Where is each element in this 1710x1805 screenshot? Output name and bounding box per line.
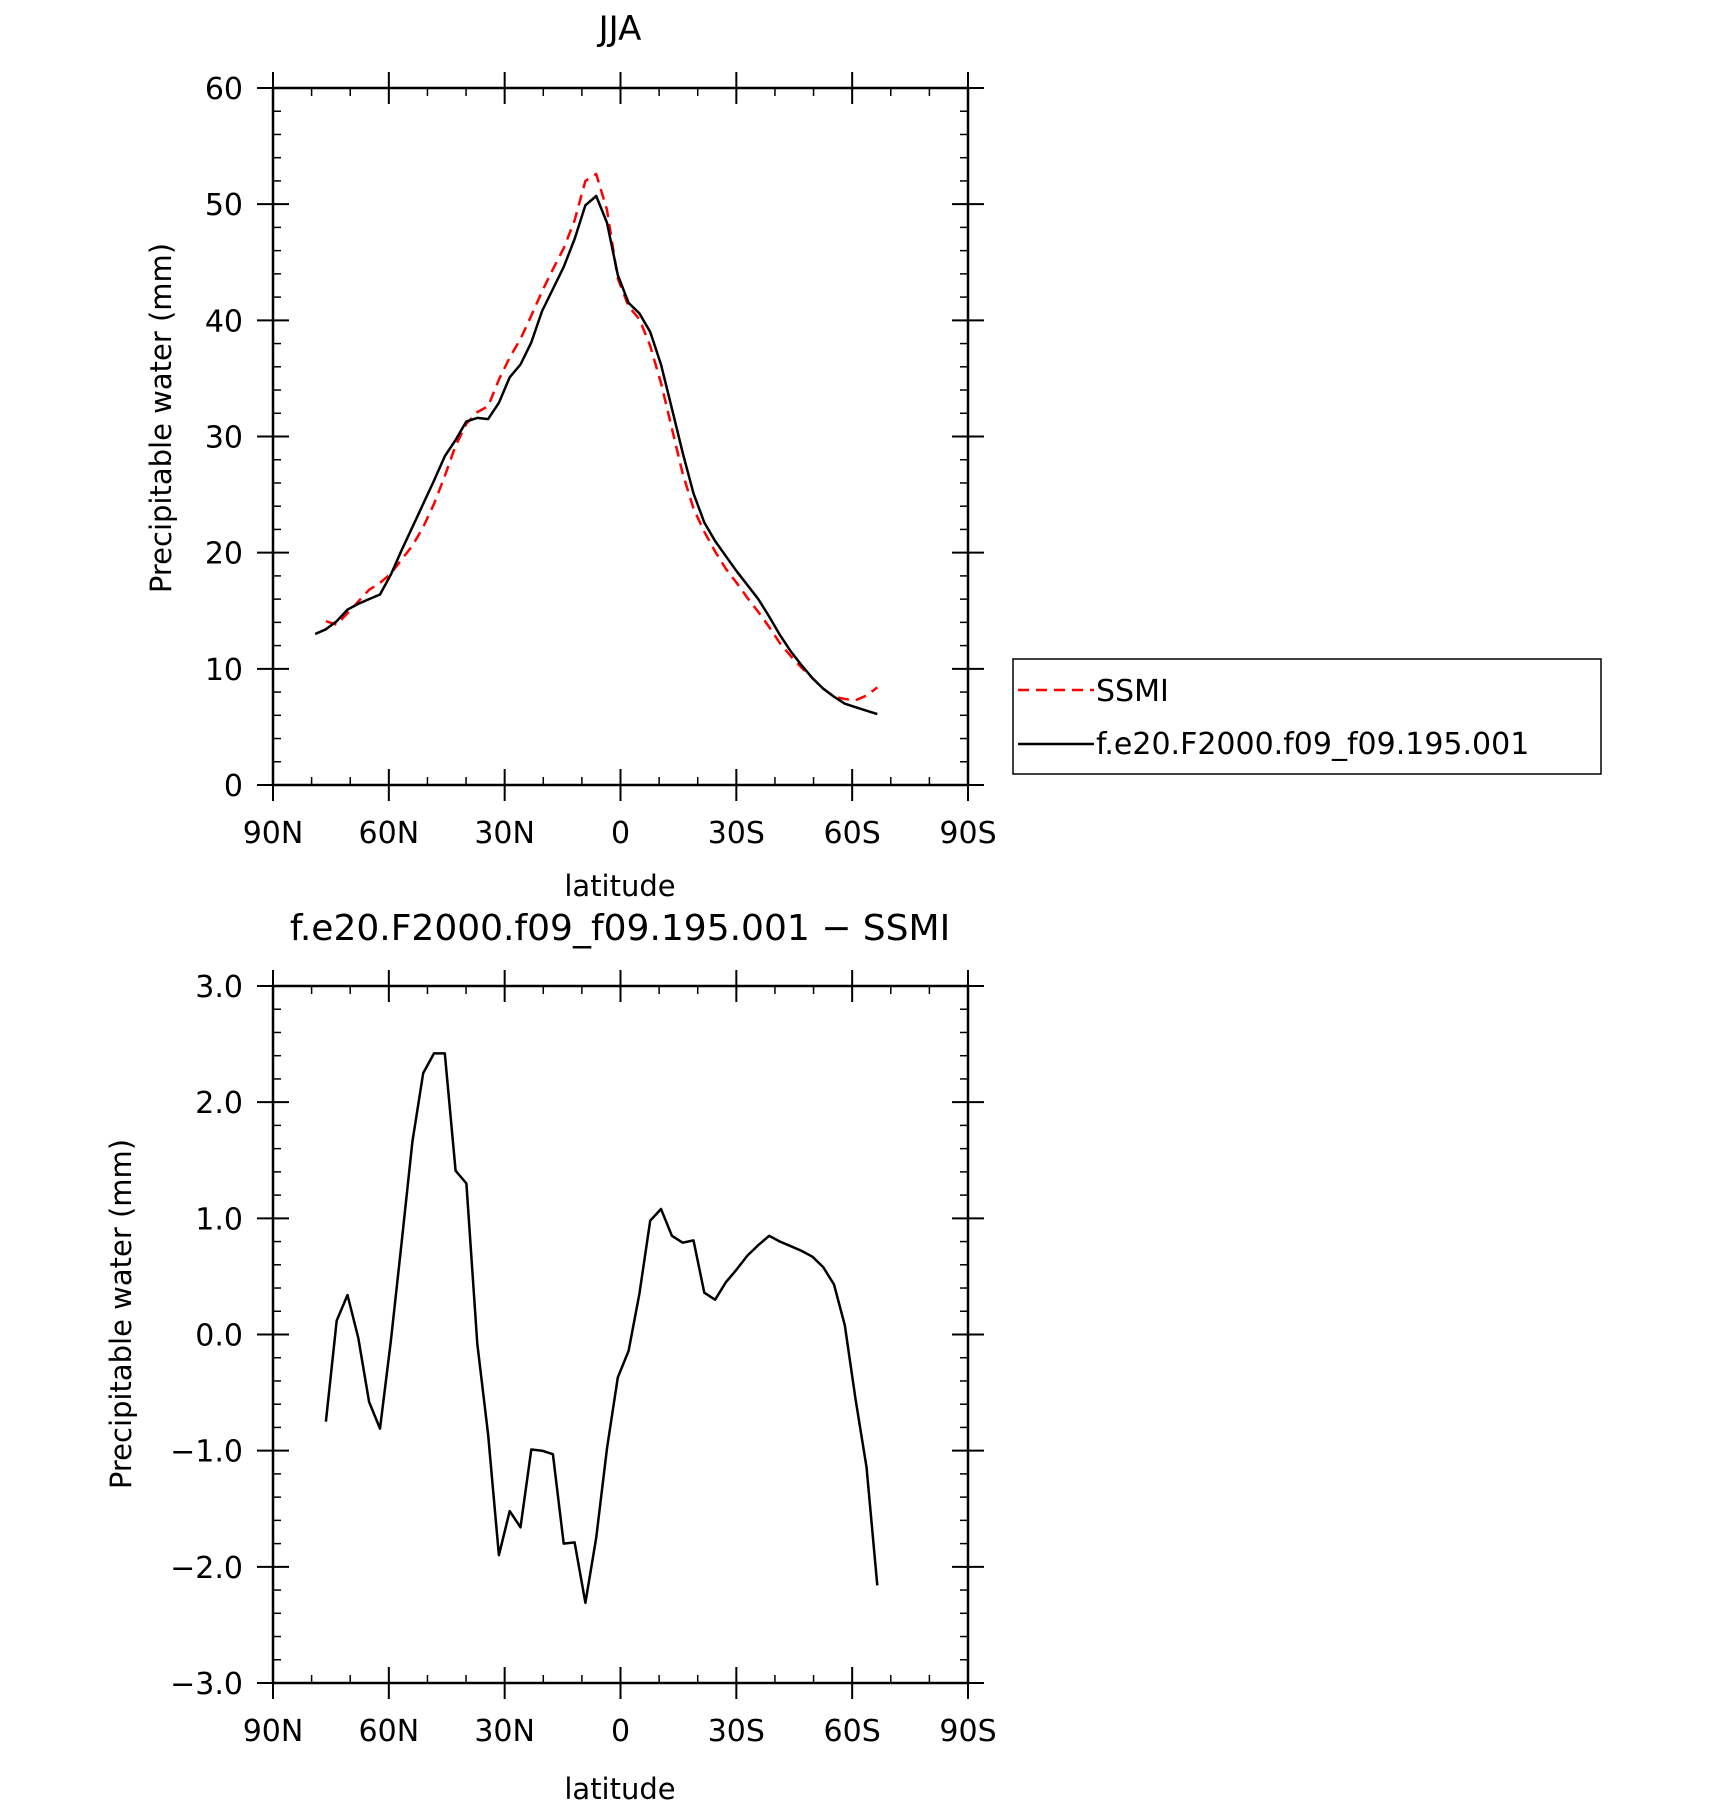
top-plot-area — [271, 86, 970, 787]
top-x-axis-label: latitude — [564, 869, 675, 903]
series-line-ssmi — [325, 172, 879, 702]
top-y-ticks: 0 10 20 30 40 50 60 — [205, 72, 984, 804]
y-tick-label: 40 — [205, 304, 243, 339]
y-tick-label: 0.0 — [195, 1319, 243, 1354]
x-tick-label: 60S — [824, 816, 881, 851]
x-tick-label: 0 — [611, 816, 630, 851]
x-tick-label: 60N — [359, 1714, 420, 1749]
series-line-f-e20-f2000-f09-f09-195-001 — [314, 194, 878, 716]
x-tick-label: 0 — [611, 1714, 630, 1749]
x-tick-label: 30N — [474, 1714, 535, 1749]
x-tick-label: 60S — [824, 1714, 881, 1749]
x-tick-label: 30S — [708, 816, 765, 851]
y-tick-label: 20 — [205, 537, 243, 572]
x-tick-label: 30S — [708, 1714, 765, 1749]
y-tick-label: 50 — [205, 188, 243, 223]
bottom-plot-area — [271, 984, 970, 1685]
plot-frame — [271, 984, 970, 1685]
y-tick-label: −2.0 — [170, 1551, 243, 1586]
x-tick-label: 90N — [243, 1714, 304, 1749]
y-tick-label: 60 — [205, 72, 243, 107]
plot-frame — [271, 86, 970, 787]
y-tick-label: 1.0 — [195, 1202, 243, 1237]
x-tick-label: 90S — [939, 1714, 996, 1749]
top-x-ticks: 90N 60N 30N 0 30S 60S 90S — [243, 72, 997, 851]
legend: SSMI f.e20.F2000.f09_f09.195.001 — [1012, 658, 1602, 775]
bottom-y-axis-label: Precipitable water (mm) — [104, 1139, 138, 1489]
x-tick-label: 60N — [359, 816, 420, 851]
legend-label-model: f.e20.F2000.f09_f09.195.001 — [1096, 727, 1529, 762]
x-tick-label: 90N — [243, 816, 304, 851]
bottom-x-axis-label: latitude — [564, 1772, 675, 1805]
x-tick-label: 30N — [474, 816, 535, 851]
bottom-chart-title: f.e20.F2000.f09_f09.195.001 − SSMI — [290, 908, 950, 949]
legend-box — [1012, 658, 1602, 775]
panel-top: JJA 0 10 20 30 40 50 60 90N 60N 30N 0 30S 60S 90S la… — [144, 9, 1602, 903]
y-tick-label: −3.0 — [170, 1667, 243, 1702]
panel-bottom: f.e20.F2000.f09_f09.195.001 − SSMI 3.0 2.… — [104, 908, 997, 1805]
x-tick-label: 90S — [939, 816, 996, 851]
bottom-y-ticks: 3.0 2.0 1.0 0.0 −1.0 −2.0 −3.0 — [170, 970, 984, 1702]
y-tick-label: 0 — [224, 769, 243, 804]
bottom-x-ticks: 90N 60N 30N 0 30S 60S 90S — [243, 970, 997, 1749]
legend-label-ssmi: SSMI — [1096, 674, 1169, 709]
y-tick-label: −1.0 — [170, 1435, 243, 1470]
y-tick-label: 2.0 — [195, 1086, 243, 1121]
series-line-difference — [324, 1052, 879, 1605]
y-tick-label: 10 — [205, 653, 243, 688]
top-y-axis-label: Precipitable water (mm) — [144, 243, 178, 593]
top-chart-title: JJA — [597, 9, 642, 49]
y-tick-label: 30 — [205, 421, 243, 456]
y-tick-label: 3.0 — [195, 970, 243, 1005]
